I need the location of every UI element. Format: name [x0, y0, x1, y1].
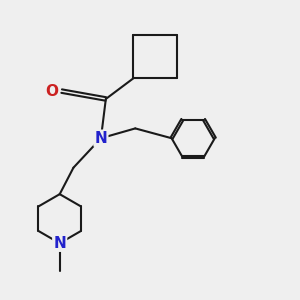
Text: N: N	[94, 131, 107, 146]
Text: N: N	[53, 236, 66, 251]
Text: O: O	[45, 84, 58, 99]
